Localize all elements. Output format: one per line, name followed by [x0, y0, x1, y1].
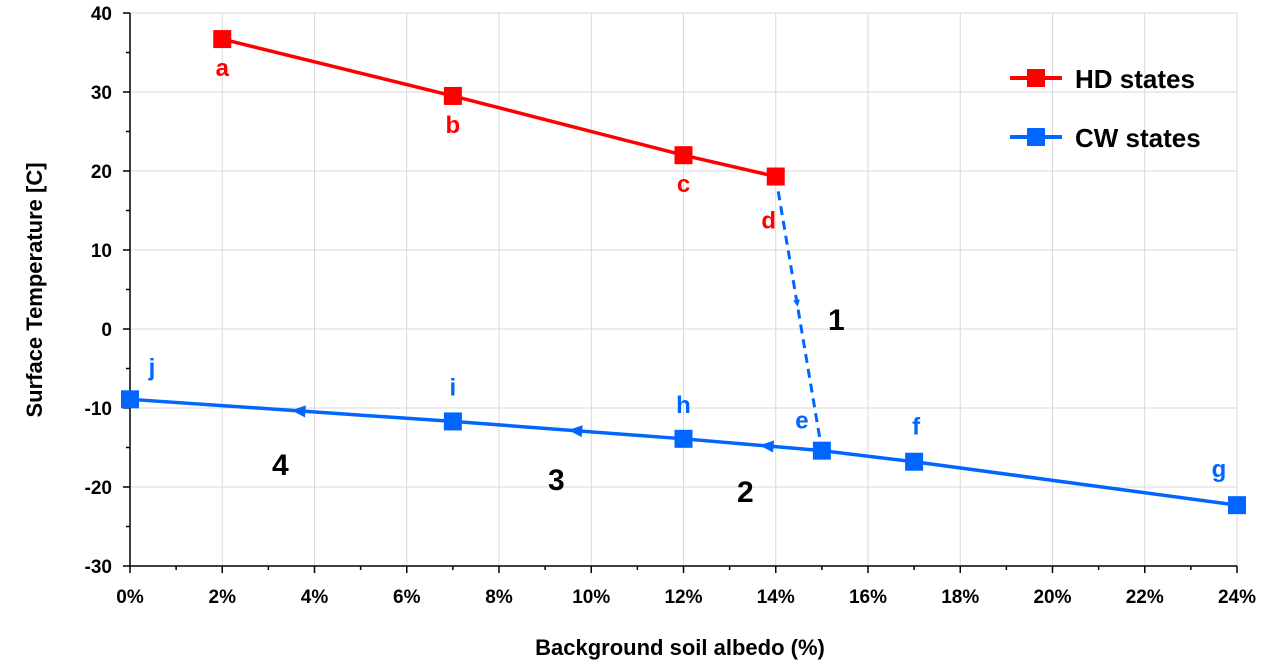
- y-tick-label: 20: [91, 162, 112, 183]
- series-0-line: [221, 37, 777, 179]
- direction-arrow-3: [568, 425, 583, 438]
- annotation-1: 1: [828, 304, 845, 337]
- legend: HD states CW states: [1010, 64, 1201, 153]
- annotation-3: 3: [548, 464, 565, 497]
- y-tick-label: -20: [85, 478, 112, 499]
- x-tick-label: 20%: [1033, 587, 1071, 608]
- data-point-c: [674, 146, 693, 165]
- series-1-line: [129, 397, 1238, 507]
- data-point-g: [1228, 496, 1246, 515]
- data-point-h: [674, 429, 693, 448]
- data-label-b: b: [446, 112, 461, 139]
- legend-hd-marker: [1027, 69, 1045, 87]
- data-point-a: [213, 30, 232, 49]
- transition-line-1: [774, 176, 824, 451]
- data-point-d: [766, 167, 785, 186]
- series-layer: a b c d j i h e f g: [121, 30, 1246, 515]
- tick-labels: 0% 2% 4% 6% 8% 10% 12% 14% 16% 18% 20% 22% 24% -30 -20…: [85, 4, 1257, 608]
- y-axis-title: Surface Temperature [C]: [22, 162, 47, 417]
- x-tick-label: 16%: [849, 587, 887, 608]
- annotation-2: 2: [737, 476, 754, 509]
- x-tick-label: 22%: [1126, 587, 1164, 608]
- data-label-e: e: [795, 408, 808, 435]
- y-tick-label: 30: [91, 83, 112, 104]
- data-point-e: [812, 441, 831, 460]
- x-tick-label: 12%: [664, 587, 702, 608]
- x-tick-label: 24%: [1218, 587, 1256, 608]
- x-tick-label: 18%: [941, 587, 979, 608]
- x-tick-label: 10%: [572, 587, 610, 608]
- data-label-d: d: [761, 208, 776, 235]
- grid: [130, 12, 1238, 566]
- x-axis-title: Background soil albedo (%): [535, 635, 825, 660]
- data-point-i: [443, 412, 462, 431]
- x-tick-label: 6%: [393, 587, 421, 608]
- x-tick-label: 0%: [116, 587, 144, 608]
- x-tick-label: 4%: [301, 587, 329, 608]
- data-label-f: f: [912, 414, 921, 441]
- y-tick-label: -30: [85, 557, 112, 578]
- data-point-b: [443, 86, 462, 105]
- data-label-c: c: [677, 171, 690, 198]
- direction-arrow-4: [759, 440, 775, 453]
- data-point-f: [905, 452, 924, 471]
- data-label-i: i: [450, 374, 457, 401]
- data-label-h: h: [676, 392, 691, 419]
- y-tick-label: 40: [91, 4, 112, 25]
- legend-hd-label: HD states: [1075, 64, 1195, 94]
- x-tick-label: 14%: [757, 587, 795, 608]
- data-label-a: a: [216, 55, 230, 82]
- data-label-j: j: [148, 354, 156, 381]
- direction-arrow-2: [291, 405, 306, 418]
- y-tick-label: 0: [101, 320, 112, 341]
- axes: [123, 12, 1238, 573]
- y-tick-label: 10: [91, 241, 112, 262]
- data-point-j: [121, 390, 139, 409]
- data-label-g: g: [1212, 456, 1227, 483]
- legend-cw-marker: [1027, 128, 1045, 146]
- legend-cw-label: CW states: [1075, 123, 1201, 153]
- x-tick-label: 8%: [485, 587, 513, 608]
- y-tick-label: -10: [85, 399, 112, 420]
- annotation-4: 4: [272, 449, 289, 482]
- x-tick-label: 2%: [209, 587, 237, 608]
